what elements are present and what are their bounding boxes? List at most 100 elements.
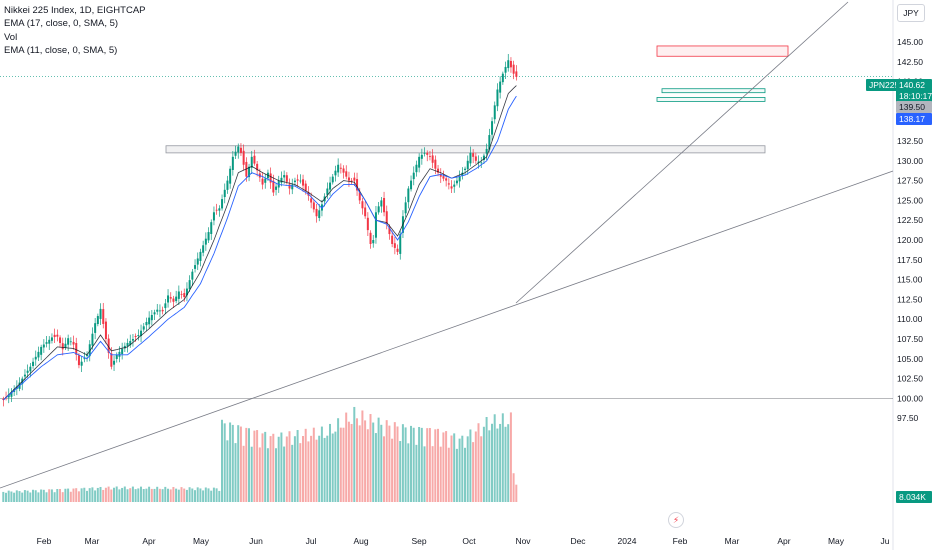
volume-bar [399,441,402,502]
volume-bar [215,488,218,502]
volume-bar [288,431,291,502]
candle-body [121,348,124,355]
y-tick-label: 145.00 [897,37,923,47]
candle-body [356,179,359,191]
volume-bar [148,486,151,502]
candle-body [248,166,251,178]
volume-bar [364,420,367,502]
legend-volume: Vol [4,31,18,43]
candle-body [129,340,132,346]
volume-bar [285,436,288,502]
volume-bar [447,447,450,502]
candle-body [10,391,13,397]
volume-bar [172,486,175,502]
volume-bar [118,489,121,502]
candle-body [156,309,159,312]
volume-bar [264,431,267,502]
candle-body [304,183,307,191]
legend-ema-11: EMA (11, close, 0, SMA, 5) [4,45,118,57]
volume-bar [248,428,250,502]
candle-body [169,297,172,299]
volume-bar [212,487,215,502]
volume-bar [380,424,383,502]
volume-bar [80,488,83,502]
candle-body [469,152,472,164]
y-tick-label: 132.50 [897,136,923,146]
volume-bar [207,488,210,502]
volume-bar [126,489,129,502]
x-tick-label: Apr [142,536,155,546]
candle-body [347,177,350,181]
volume-bar [77,491,80,502]
candle-body [140,330,143,336]
volume-bar [261,433,264,502]
volume-bar [140,486,142,502]
y-tick-label: 117.50 [897,255,923,265]
candle-body [34,356,37,360]
candle-body [61,343,64,350]
volume-bar [26,490,29,502]
candle-body [350,180,353,182]
candle-body [399,234,402,254]
y-tick-label: 127.50 [897,176,923,186]
volume-bar [369,414,372,502]
volume-bar [315,439,318,502]
volume-bar [104,487,107,502]
candle-body [334,170,337,176]
ema-17-tag: 139.50 [896,101,932,113]
candle-body [2,398,5,400]
lightning-icon[interactable]: ⚡ [668,512,684,528]
currency-button[interactable]: JPY [897,4,925,22]
candle-body [64,343,67,348]
candle-body [426,152,429,155]
chart-legend: Nikkei 225 Index, 1D, EIGHTCAP EMA (17, … [4,4,146,58]
candle-body [512,64,515,74]
x-tick-label: Oct [462,536,476,546]
volume-bar [204,487,207,502]
ema-17-line [3,85,517,401]
volume-bar [67,488,70,502]
volume-bar [415,444,418,502]
volume-bar [482,426,485,502]
volume-bar [450,435,453,502]
ema-11-line [3,95,517,401]
volume-bar [194,490,196,502]
candle-body [123,345,126,349]
candle-body [99,308,102,319]
volume-bar [458,438,461,502]
volume-bar [245,427,248,502]
candle-body [91,333,94,346]
volume-bar [434,429,437,502]
candle-body [77,355,80,366]
candle-body [320,204,323,211]
candle-body [145,321,148,326]
x-tick-label: Sep [411,536,426,546]
candle-body [94,323,97,333]
candle-body [194,265,197,269]
volume-bar [334,431,337,502]
candle-body [250,156,253,168]
volume-bar [258,447,261,502]
volume-bar [437,428,439,502]
candle-body [67,338,70,345]
y-tick-label: 125.00 [897,195,923,205]
volume-bar [199,488,202,502]
candle-body [485,148,488,154]
trendline-steep [515,1,849,304]
candle-body [226,180,229,190]
candle-body [231,156,234,170]
volume-bar [123,486,126,502]
x-tick-label: Mar [85,536,100,546]
y-tick-label: 107.50 [897,334,923,344]
candle-body [493,105,496,120]
volume-bar [94,490,97,502]
volume-bar [331,433,334,502]
candle-body [283,175,286,178]
volume-bar [42,489,45,502]
volume-bar [110,489,113,502]
candle-body [474,156,477,161]
candle-body [318,210,321,219]
volume-bar [501,413,504,502]
volume-bar [161,489,164,502]
